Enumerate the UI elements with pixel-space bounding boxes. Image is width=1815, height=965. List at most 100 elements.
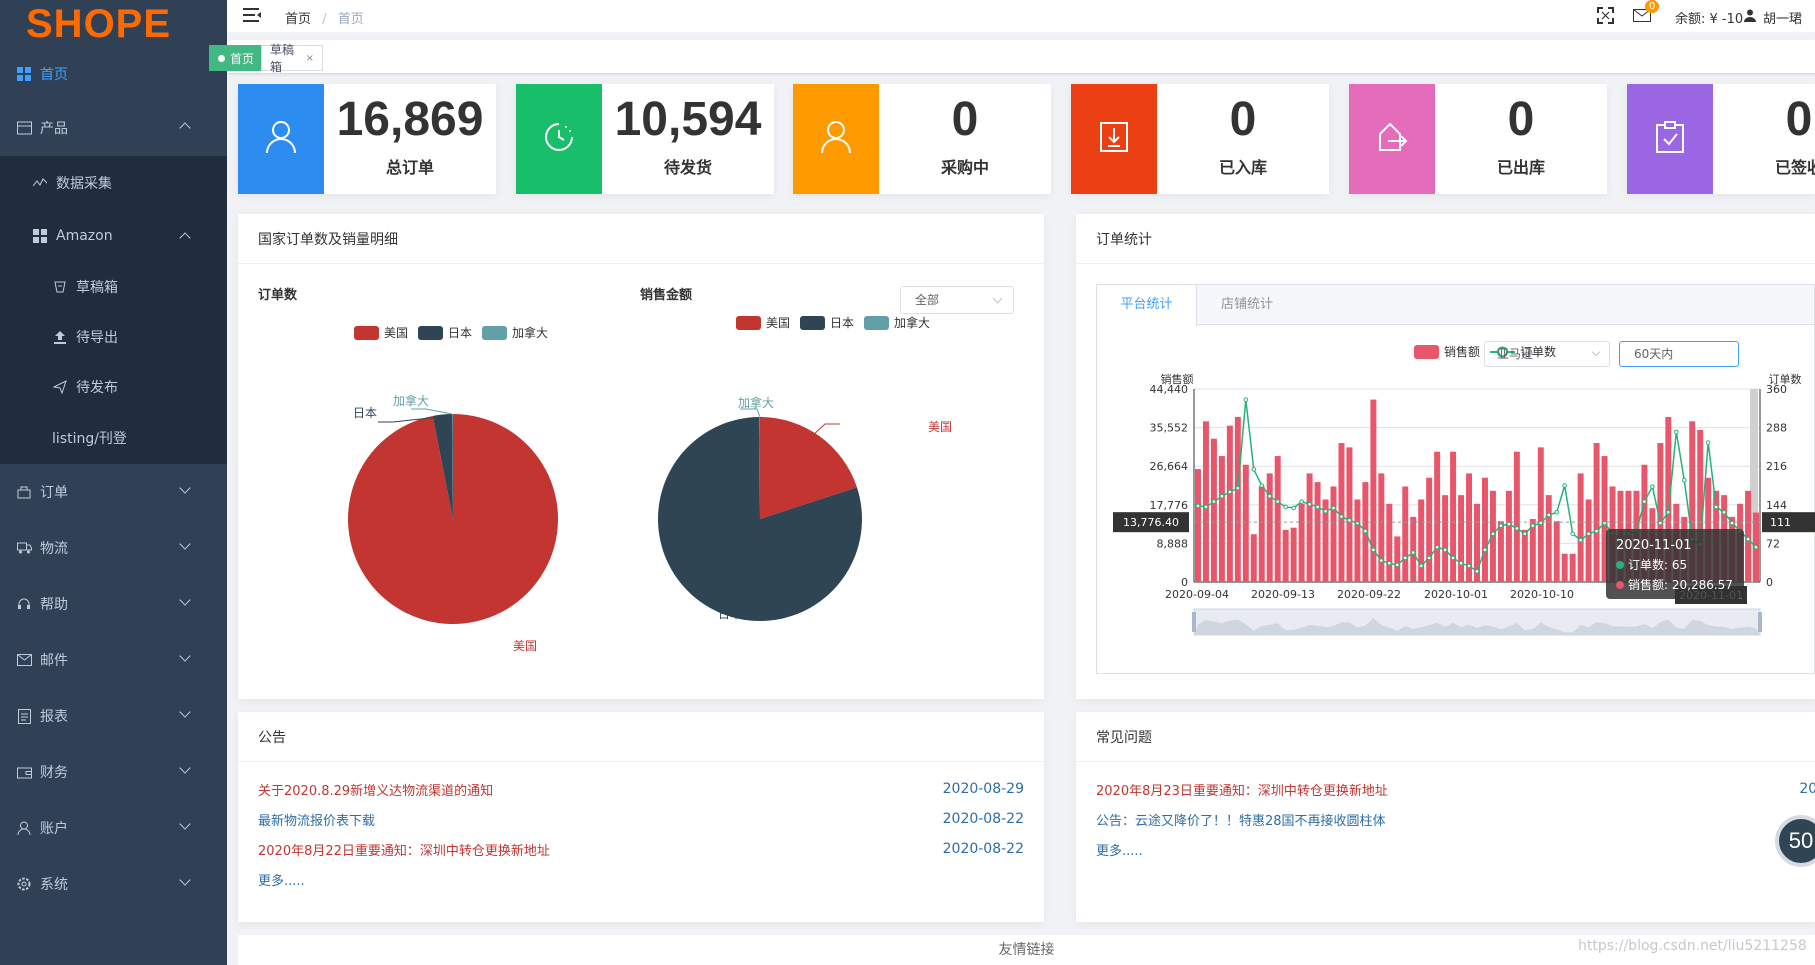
list-item[interactable]: 公告：云途又降价了！！特惠28国不再接收圆柱体 bbox=[1096, 804, 1815, 834]
line-point bbox=[1211, 499, 1217, 504]
sidebar-item-product[interactable]: 产品 bbox=[0, 100, 227, 156]
sidebar-item-system[interactable]: 系统 bbox=[0, 856, 227, 912]
more-link[interactable]: 更多..... bbox=[1096, 843, 1143, 859]
y-tick-left: 26,664 bbox=[1150, 460, 1189, 473]
list-item[interactable]: 2020年8月22日重要通知：深圳中转仓更换新地址 2020-08-22 bbox=[258, 834, 1024, 864]
bar bbox=[1529, 519, 1536, 582]
breadcrumb-home[interactable]: 首页 bbox=[285, 12, 312, 27]
stat-card-warehoused[interactable]: 0 已入库 bbox=[1071, 84, 1329, 194]
sidebar-item-listing[interactable]: listing/刊登 bbox=[0, 412, 227, 464]
bar bbox=[1641, 464, 1648, 582]
line-point bbox=[1642, 499, 1647, 504]
sidebar-item-label: 物流 bbox=[40, 541, 68, 557]
sidebar-item-account[interactable]: 账户 bbox=[0, 800, 227, 856]
faq-link[interactable]: 2020年8月23日重要通知：深圳中转仓更换新地址 bbox=[1096, 783, 1388, 799]
clipboard-icon bbox=[1656, 121, 1684, 157]
bar bbox=[1458, 495, 1465, 582]
line-point bbox=[1450, 555, 1456, 561]
more-link[interactable]: 更多..... bbox=[258, 873, 305, 889]
sidebar-item-home[interactable]: 首页 bbox=[0, 48, 227, 100]
legend-item[interactable]: 销售额 bbox=[1414, 343, 1480, 360]
tab-store[interactable]: 店铺统计 bbox=[1220, 297, 1273, 312]
faq-link[interactable]: 公告：云途又降价了！！特惠28国不再接收圆柱体 bbox=[1096, 813, 1386, 829]
sidebar-item-draft[interactable]: 草稿箱 bbox=[0, 262, 227, 312]
bar bbox=[1370, 399, 1377, 582]
sidebar-item-label: 订单 bbox=[40, 485, 68, 501]
chevron-down-icon bbox=[179, 594, 191, 606]
list-item[interactable]: 更多..... bbox=[1096, 834, 1815, 864]
bar bbox=[1481, 477, 1488, 582]
notice-link[interactable]: 关于2020.8.29新增义达物流渠道的通知 bbox=[258, 783, 494, 799]
notice-link[interactable]: 2020年8月22日重要通知：深圳中转仓更换新地址 bbox=[258, 843, 550, 859]
line-point bbox=[1243, 397, 1249, 403]
axis-pointer-left-box bbox=[1113, 512, 1189, 533]
sidebar-item-label: listing/刊登 bbox=[52, 431, 127, 447]
user-name[interactable]: 胡一珺 bbox=[1763, 12, 1803, 27]
line-point bbox=[1402, 555, 1408, 561]
range-select[interactable]: 60天内 bbox=[1619, 341, 1739, 367]
line-point bbox=[1578, 537, 1583, 543]
legend-item[interactable]: 加拿大 bbox=[482, 324, 548, 341]
stat-card-to-ship[interactable]: 10,594 待发货 bbox=[516, 84, 774, 194]
friend-links-title: 友情链接 bbox=[998, 942, 1055, 958]
platform-select[interactable]: 亚马逊 bbox=[1484, 341, 1610, 367]
x-tick: 2020-09-04 bbox=[1165, 588, 1229, 601]
close-icon[interactable]: × bbox=[305, 52, 314, 64]
list-item[interactable]: 关于2020.8.29新增义达物流渠道的通知 2020-08-29 bbox=[258, 774, 1024, 804]
sidebar-item-to-publish[interactable]: 待发布 bbox=[0, 362, 227, 412]
list-item[interactable]: 2020年8月23日重要通知：深圳中转仓更换新地址 2020 bbox=[1096, 774, 1815, 804]
line-point bbox=[1490, 531, 1496, 537]
fullscreen-icon[interactable] bbox=[1597, 7, 1614, 28]
line-point bbox=[1458, 560, 1464, 566]
legend-item[interactable]: 日本 bbox=[418, 324, 472, 341]
stat-value: 10,594 bbox=[614, 93, 762, 146]
legend-label: 美国 bbox=[384, 326, 409, 340]
sidebar-item-report[interactable]: 报表 bbox=[0, 688, 227, 744]
hamburger-icon[interactable] bbox=[243, 8, 261, 22]
grid-icon bbox=[32, 228, 48, 244]
bar bbox=[1394, 536, 1401, 582]
legend-item[interactable]: 加拿大 bbox=[864, 314, 930, 331]
pie-label-canada: 加拿大 bbox=[738, 396, 775, 410]
legend-item[interactable]: 美国 bbox=[354, 324, 408, 341]
sidebar-item-finance[interactable]: 财务 bbox=[0, 744, 227, 800]
pie-label-usa: 美国 bbox=[513, 639, 538, 653]
line-point bbox=[1203, 504, 1209, 510]
stat-card-total-orders[interactable]: 16,869 总订单 bbox=[238, 84, 496, 194]
line-point bbox=[1514, 526, 1520, 531]
sidebar-item-logistics[interactable]: 物流 bbox=[0, 520, 227, 576]
sidebar-item-orders[interactable]: 订单 bbox=[0, 464, 227, 520]
bar bbox=[1234, 416, 1241, 582]
sidebar-item-mail[interactable]: 邮件 bbox=[0, 632, 227, 688]
list-item[interactable]: 最新物流报价表下载 2020-08-22 bbox=[258, 804, 1024, 834]
sidebar-item-amazon[interactable]: Amazon bbox=[0, 210, 227, 262]
notice-date: 2020-08-22 bbox=[942, 811, 1024, 827]
sidebar-item-help[interactable]: 帮助 bbox=[0, 576, 227, 632]
breadcrumb: 首页 / 首页 bbox=[285, 8, 364, 27]
gear-icon bbox=[16, 876, 32, 892]
tag-draft[interactable]: 草稿箱 × bbox=[261, 43, 323, 74]
notice-link[interactable]: 最新物流报价表下载 bbox=[258, 813, 376, 829]
legend-item[interactable]: 美国 bbox=[736, 314, 790, 331]
stat-icon-bg bbox=[793, 84, 879, 194]
legend-item[interactable]: 日本 bbox=[800, 314, 854, 331]
list-item[interactable]: 更多..... bbox=[258, 864, 1024, 894]
stat-label: 已签收 bbox=[1774, 158, 1815, 177]
y-tick-right: 72 bbox=[1766, 537, 1780, 550]
legend-item[interactable]: 订单数 bbox=[1490, 343, 1556, 360]
sidebar-item-to-export[interactable]: 待导出 bbox=[0, 312, 227, 362]
user-icon bbox=[16, 820, 32, 836]
tag-dot-icon bbox=[218, 54, 225, 62]
stat-card-shipped-out[interactable]: 0 已出库 bbox=[1349, 84, 1607, 194]
sidebar-item-data-collect[interactable]: 数据采集 bbox=[0, 156, 227, 210]
legend-label: 日本 bbox=[448, 326, 473, 340]
sales-pie-chart bbox=[658, 408, 862, 621]
stat-card-signed[interactable]: 0 已签收 bbox=[1627, 84, 1815, 194]
legend-label: 销售额 bbox=[1444, 345, 1481, 359]
sidebar-item-label: 系统 bbox=[40, 877, 68, 893]
label-line bbox=[740, 408, 761, 418]
country-select[interactable]: 全部 bbox=[900, 286, 1014, 314]
stat-card-purchasing[interactable]: 0 采购中 bbox=[793, 84, 1051, 194]
tab-platform[interactable]: 平台统计 bbox=[1097, 285, 1197, 326]
float-progress-badge[interactable]: 50 bbox=[1775, 815, 1815, 867]
